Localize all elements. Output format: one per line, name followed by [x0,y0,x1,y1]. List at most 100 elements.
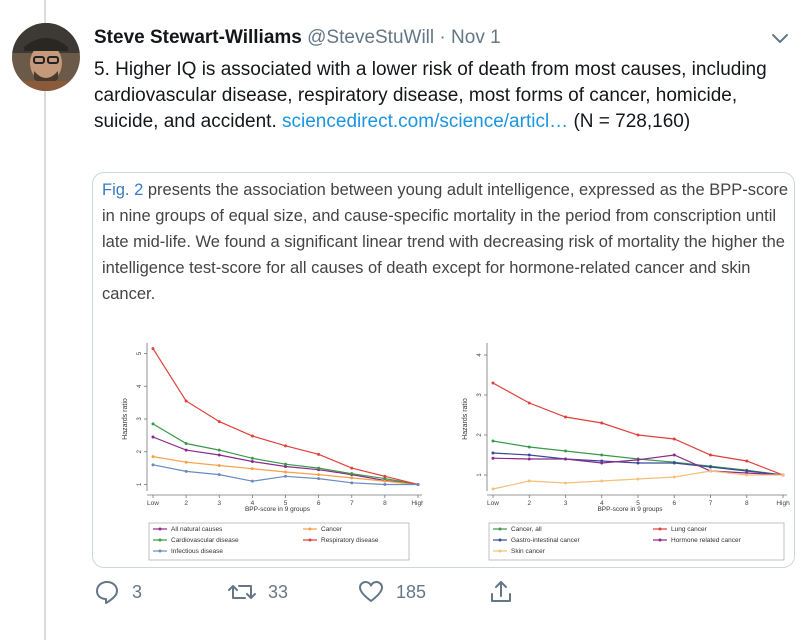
data-point [745,473,749,477]
legend-marker [658,538,662,542]
data-point [184,469,188,473]
data-point [151,422,155,426]
x-tick-label: Low [147,500,159,507]
data-point [564,415,567,419]
data-point [250,479,254,483]
legend-marker [498,549,502,553]
x-tick-label: High [411,500,423,507]
x-tick-label: 4 [251,500,255,507]
x-tick-label: 2 [184,500,188,507]
legend-marker [308,527,312,531]
tweet-header: Steve Stewart-Williams @SteveStuWill · N… [94,26,769,50]
y-tick-label: 4 [137,384,143,388]
heart-icon [359,581,383,602]
x-tick-label: 8 [745,500,749,507]
x-tick-label: 5 [284,500,288,507]
x-tick-label: 5 [636,500,640,507]
data-point [564,449,567,453]
like-action[interactable]: 185 [358,572,426,612]
chevron-down-icon[interactable] [767,28,793,48]
data-point [350,476,354,480]
y-tick-label: 1 [137,482,143,486]
tweet-text-tail: (N = 728,160) [568,111,691,132]
data-point [636,433,640,437]
data-point [217,453,221,457]
data-point [491,456,495,460]
legend-marker [498,527,502,531]
y-tick-label: 2 [137,449,143,453]
data-point [217,448,221,452]
data-point [564,481,567,485]
data-point [527,453,531,457]
retweet-count: 33 [268,581,289,602]
data-point [636,458,640,462]
chart-0-x-label: BPP-score in 9 groups [245,506,311,513]
figure-2: 1 2 3 4 5 Hazards ratio Low 2 3 4 5 6 7 8 High BPP-scor… [93,323,794,567]
data-point [672,475,676,479]
data-point [217,420,221,424]
data-point [636,461,640,465]
avatar[interactable] [12,23,80,91]
data-point [709,469,712,473]
x-tick-label: 3 [564,500,568,507]
chart-left: 1 2 3 4 5 Hazards ratio Low 2 3 4 5 6 7 8 High BPP-scor… [122,343,423,561]
data-point [350,481,354,485]
x-tick-label: 3 [217,500,221,507]
data-point [527,479,531,483]
chart-0-y-label: Hazards ratio [122,398,129,440]
tweet-text: 5. Higher IQ is associated with a lower … [94,57,794,135]
tweet-actions: 3 33 185 [94,572,694,612]
article-link[interactable]: sciencedirect.com/science/articl… [282,111,569,132]
legend-marker [158,549,162,553]
data-point [600,421,604,425]
legend-marker [158,527,162,531]
x-tick-label: Low [487,500,499,507]
share-icon [491,581,511,602]
data-point [151,347,155,351]
legend-marker [658,527,662,531]
x-tick-label: High [776,500,790,507]
author-handle[interactable]: @SteveStuWill [307,27,435,48]
reply-count: 3 [132,581,143,602]
data-point [600,461,604,465]
data-point [184,399,188,403]
share-action[interactable] [488,572,526,612]
data-point [284,444,287,448]
data-point [151,435,155,439]
author-name[interactable]: Steve Stewart-Williams [94,27,302,48]
legend-label: Gastro-intestinal cancer [511,537,580,544]
chart-1-legend [488,522,785,561]
data-point [672,437,676,441]
y-tick-label: 3 [137,417,143,421]
data-point [491,451,495,455]
data-point [527,445,531,449]
retweet-action[interactable]: 33 [228,572,288,612]
data-point [184,442,188,446]
data-point [709,453,712,457]
reply-action[interactable]: 3 [94,572,142,612]
y-tick-label: 3 [477,393,483,397]
data-point [317,477,321,481]
quoted-image-card[interactable]: Fig. 2 presents the association between … [92,172,795,568]
data-point [383,482,387,486]
data-point [284,464,287,468]
data-point [151,463,155,467]
tweet-date[interactable]: Nov 1 [451,27,501,48]
card-excerpt: Fig. 2 presents the association between … [102,177,792,307]
x-tick-label: 6 [317,500,321,507]
legend-label: Skin cancer [511,548,546,555]
data-point [350,466,354,470]
chart-0-legend [148,522,410,561]
y-tick-label: 4 [477,353,483,357]
data-point [672,461,676,465]
timeline-thread-line [44,0,46,640]
data-point [416,482,420,486]
data-point [284,462,287,466]
x-tick-label: 6 [672,500,676,507]
data-point [709,465,712,469]
data-point [317,473,321,477]
legend-label: Cancer [321,526,343,533]
x-tick-label: 4 [600,500,604,507]
y-tick-label: 1 [477,473,483,477]
